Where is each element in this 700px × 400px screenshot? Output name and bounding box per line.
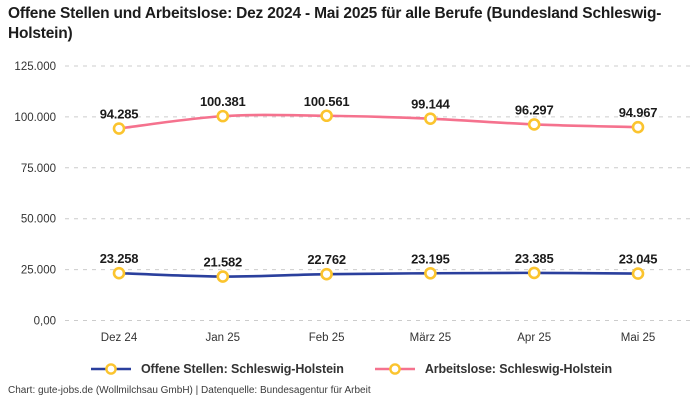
data-point-marker[interactable] [216, 270, 230, 283]
data-point-label: 23.258 [100, 251, 139, 266]
y-tick-label: 0,00 [34, 316, 56, 328]
legend-line-marker-icon [374, 363, 415, 375]
data-point-label: 100.561 [304, 94, 350, 109]
data-point-label: 23.385 [515, 251, 554, 266]
y-tick-label: 100.000 [14, 112, 56, 124]
data-point-marker[interactable] [320, 109, 333, 123]
y-tick-label: 125.000 [14, 61, 56, 73]
y-tick-label: 50.000 [21, 214, 56, 226]
y-tick-label: 25.000 [21, 265, 56, 277]
data-point-label: 100.381 [200, 94, 246, 109]
data-point-label: 94.285 [100, 107, 139, 122]
legend-item-offene-stellen[interactable]: Offene Stellen: Schleswig-Holstein [88, 362, 344, 376]
x-tick-label: März 25 [410, 332, 452, 344]
data-point-marker[interactable] [527, 118, 541, 131]
series-line-1 [117, 113, 640, 130]
data-point-label: 96.297 [515, 102, 554, 117]
data-point-marker[interactable] [631, 120, 645, 134]
x-tick-label: Dez 24 [101, 332, 138, 344]
data-point-marker[interactable] [424, 266, 437, 280]
x-tick-label: Mai 25 [621, 332, 656, 344]
x-tick-label: Jan 25 [206, 332, 241, 344]
data-point-marker[interactable] [216, 109, 230, 123]
y-tick-label: 75.000 [21, 163, 56, 175]
legend-line-marker-icon [90, 363, 131, 375]
attribution-text: Chart: gute-jobs.de (Wollmilchsau GmbH) … [8, 385, 371, 396]
data-point-label: 22.762 [307, 252, 346, 267]
data-point-label: 94.967 [619, 105, 658, 120]
chart-title: Offene Stellen und Arbeitslose: Dez 2024… [8, 5, 662, 42]
data-point-label: 99.144 [411, 97, 451, 112]
legend: Offene Stellen: Schleswig-Holstein Arbei… [0, 359, 700, 379]
data-point-label: 23.195 [411, 251, 450, 266]
legend-item-arbeitslose[interactable]: Arbeitslose: Schleswig-Holstein [372, 362, 612, 376]
line-chart: 0,00 25.000 50.000 75.000 100.000 125.000 Dez … [14, 61, 690, 344]
x-tick-label: Feb 25 [309, 332, 345, 344]
x-tick-label: Apr 25 [517, 332, 551, 344]
legend-label-arbeitslose: Arbeitslose: Schleswig-Holstein [424, 362, 613, 376]
data-point-marker[interactable] [112, 266, 126, 280]
data-point-label: 23.045 [619, 252, 658, 267]
series-line-0 [117, 271, 640, 278]
data-point-marker[interactable] [424, 112, 437, 125]
data-point-marker[interactable] [112, 122, 126, 135]
data-point-marker[interactable] [631, 267, 645, 280]
data-point-marker[interactable] [320, 267, 333, 281]
legend-label-offene-stellen: Offene Stellen: Schleswig-Holstein [140, 362, 344, 376]
data-point-marker[interactable] [527, 266, 541, 280]
data-point-label: 21.582 [204, 255, 243, 270]
